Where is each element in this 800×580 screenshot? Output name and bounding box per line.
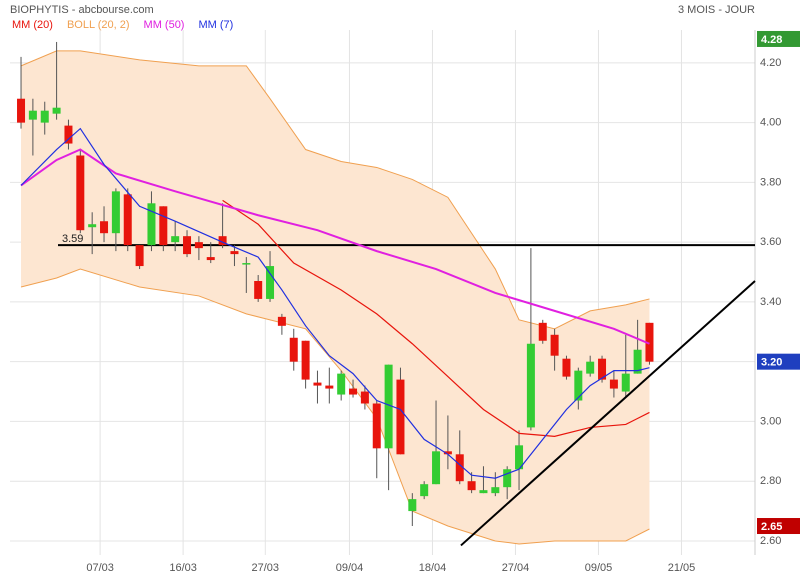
candle-body: [100, 221, 109, 234]
candle-body: [349, 388, 358, 395]
y-tick-label: 4.00: [760, 117, 781, 129]
x-tick-label: 27/03: [252, 562, 280, 574]
candle-body: [135, 245, 144, 267]
x-tick-label: 16/03: [169, 562, 197, 574]
legend: MM (20) BOLL (20, 2) MM (50) MM (7): [12, 19, 233, 31]
candle-body: [396, 379, 405, 455]
candle-body: [242, 263, 251, 265]
y-tick-label: 3.00: [760, 415, 781, 427]
candle-body: [479, 490, 488, 494]
candle-body: [76, 155, 85, 231]
y-tick-label: 3.60: [760, 236, 781, 248]
price-tag: [757, 353, 800, 370]
price-tag-label: 2.65: [761, 521, 782, 533]
candle-body: [432, 451, 441, 485]
bollinger-fill: [21, 50, 650, 544]
candle-body: [360, 391, 369, 404]
candle-body: [538, 322, 547, 341]
candle-body: [443, 451, 452, 455]
candle-body: [491, 487, 500, 494]
candle-body: [183, 236, 192, 255]
candle-body: [123, 194, 132, 246]
moving-average: [20, 127, 650, 479]
candle-body: [586, 361, 595, 374]
candle-body: [64, 125, 73, 144]
candle-body: [550, 334, 559, 356]
y-tick-label: 4.20: [760, 57, 781, 69]
candle-body: [88, 224, 97, 228]
y-tick-label: 3.40: [760, 296, 781, 308]
candle-body: [645, 322, 654, 362]
candle-body: [171, 236, 180, 243]
bollinger-upper: [20, 50, 650, 330]
moving-average: [20, 148, 650, 345]
candle-body: [159, 206, 168, 246]
y-tick-label: 2.80: [760, 475, 781, 487]
candle-body: [313, 382, 322, 386]
candle-body: [420, 484, 429, 497]
legend-entry: MM (20): [12, 19, 53, 31]
candle-body: [633, 349, 642, 374]
price-tag-label: 4.28: [761, 34, 782, 46]
candle-body: [325, 385, 334, 389]
legend-entry: MM (7): [198, 19, 233, 31]
candle-body: [266, 266, 275, 299]
candle-body: [147, 203, 156, 246]
candle-body: [254, 280, 263, 299]
candle-body: [562, 358, 571, 377]
candle-body: [408, 499, 417, 512]
candle-body: [598, 358, 607, 380]
candle-body: [372, 403, 381, 449]
candle-body: [467, 481, 476, 491]
candle-body: [301, 340, 310, 380]
candle-body: [111, 191, 120, 234]
candle-body: [230, 251, 239, 255]
candle-body: [621, 373, 630, 392]
x-tick-label: 27/04: [502, 562, 530, 574]
candle-body: [384, 364, 393, 449]
x-tick-label: 09/05: [585, 562, 613, 574]
candle-body: [337, 373, 346, 395]
legend-entry: MM (50): [144, 19, 185, 31]
x-tick-label: 18/04: [419, 562, 447, 574]
candle-body: [526, 343, 535, 428]
candle-body: [574, 370, 583, 401]
legend-entry: BOLL (20, 2): [67, 19, 130, 31]
candle-body: [503, 469, 512, 488]
price-tag-label: 3.20: [761, 357, 782, 369]
candle-body: [206, 257, 215, 261]
trendline: [460, 280, 756, 547]
bollinger-lower: [20, 268, 650, 545]
candle-body: [609, 379, 618, 389]
candle-body: [289, 337, 298, 362]
candle-body: [455, 454, 464, 482]
price-tag: [757, 30, 800, 47]
candle-body: [40, 110, 49, 123]
candle-body: [194, 242, 203, 249]
x-tick-label: 09/04: [336, 562, 364, 574]
y-tick-label: 3.80: [760, 176, 781, 188]
candle-body: [515, 445, 524, 470]
x-tick-label: 21/05: [668, 562, 696, 574]
x-tick-label: 07/03: [86, 562, 114, 574]
price-tag: [757, 518, 800, 535]
chart-title: BIOPHYTIS - abcbourse.com: [10, 4, 154, 16]
candle-body: [52, 107, 61, 114]
moving-average: [222, 199, 650, 437]
period: 3 MOIS - JOUR: [678, 4, 755, 16]
candle-body: [17, 98, 26, 123]
y-tick-label: 2.60: [760, 535, 781, 547]
candle-body: [218, 236, 227, 246]
level-label: 3.59: [62, 233, 83, 245]
candle-body: [28, 110, 37, 120]
candle-body: [277, 316, 286, 326]
